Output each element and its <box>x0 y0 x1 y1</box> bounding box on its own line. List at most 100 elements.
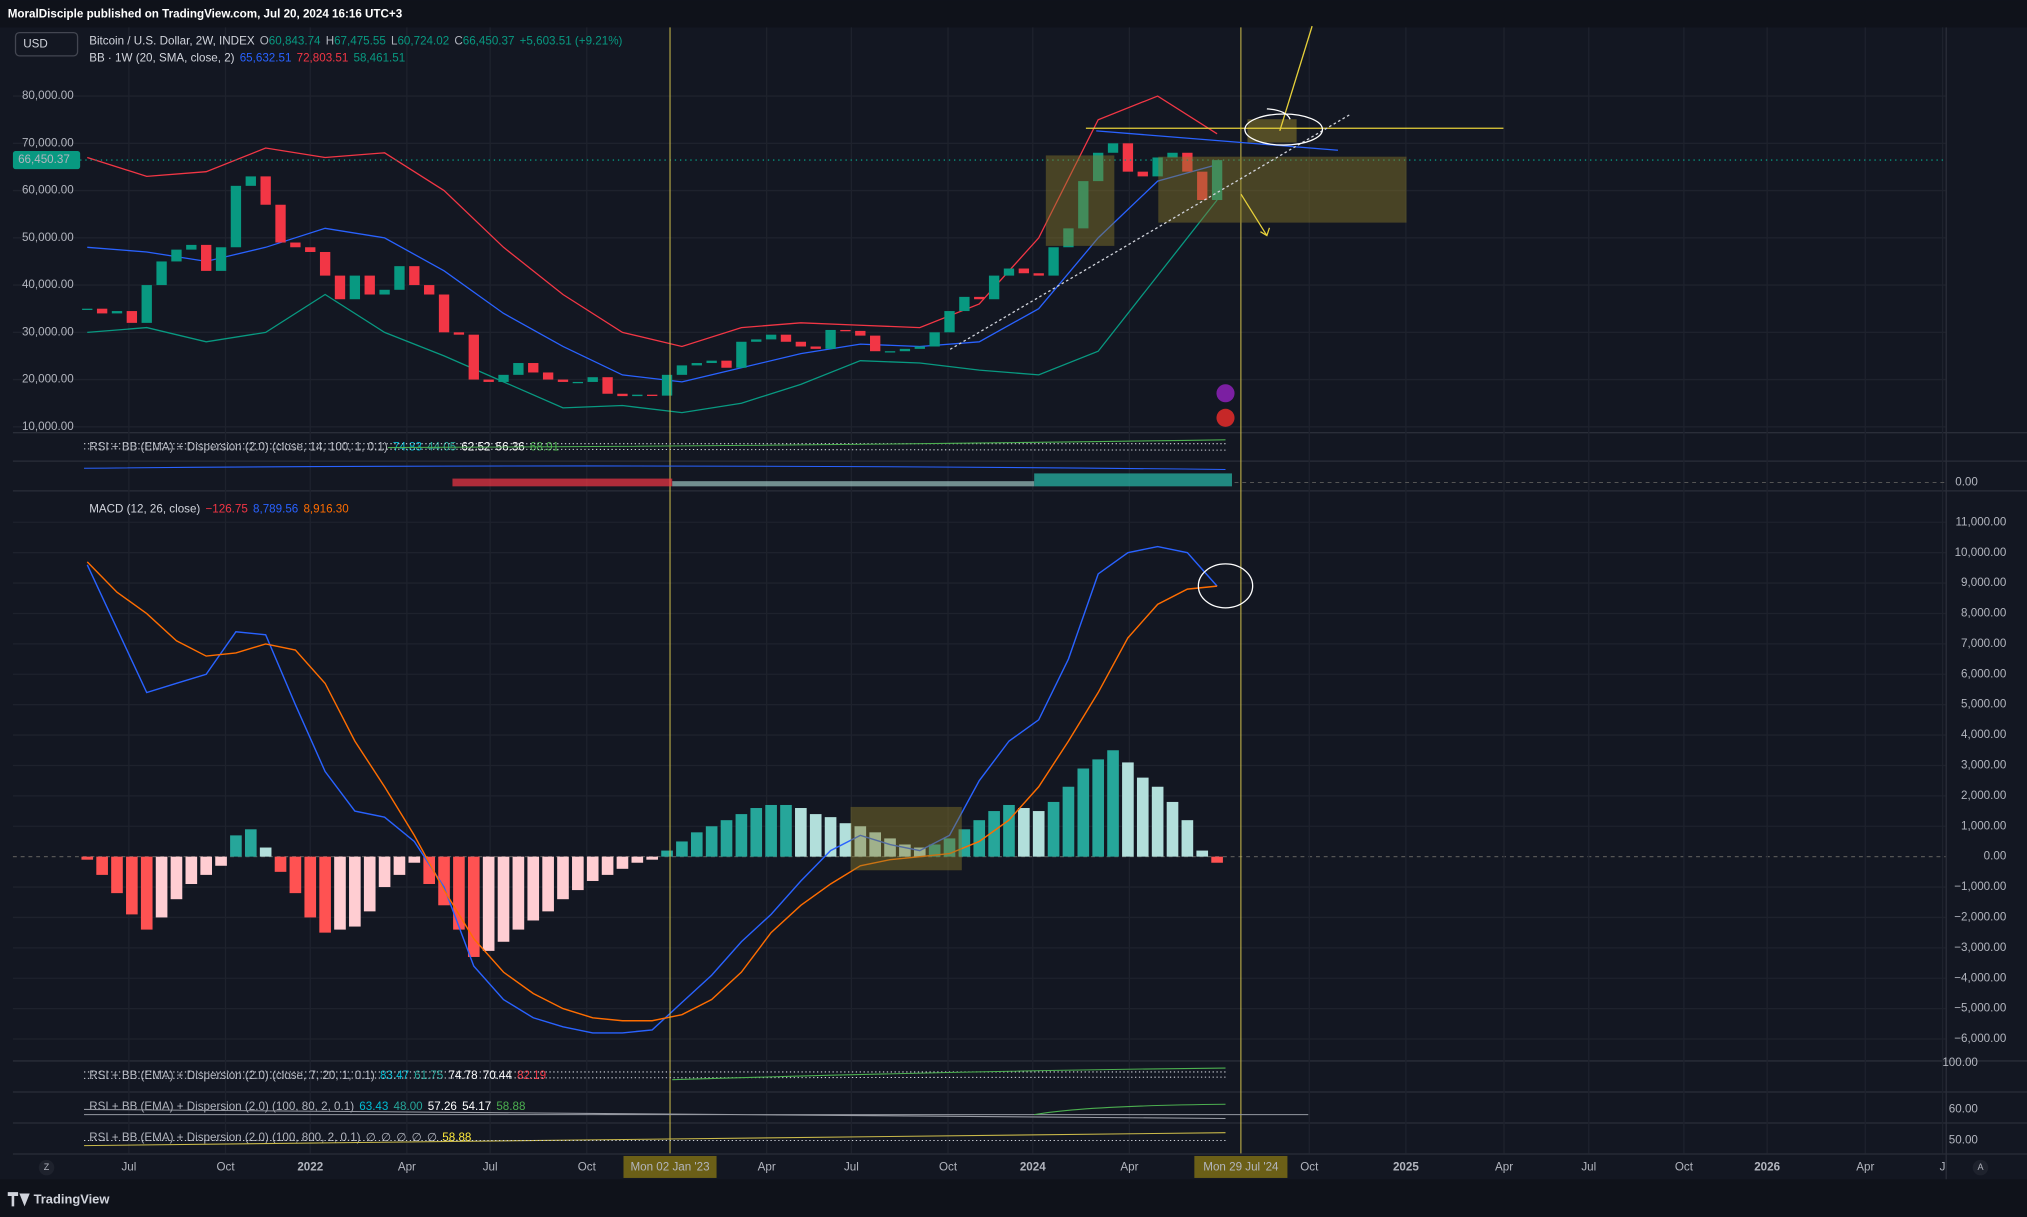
histogram-bar <box>1136 777 1149 857</box>
histogram-bar <box>616 856 629 869</box>
button[interactable] <box>38 1159 55 1176</box>
highlight-circle <box>1244 113 1324 146</box>
legend-value: 58.88 <box>496 1100 525 1113</box>
x-tick-label: Jul <box>844 1161 859 1174</box>
histogram-bar <box>988 811 1000 857</box>
histogram-bar <box>96 856 108 875</box>
histogram-bar <box>750 808 763 857</box>
legend-value: H <box>326 35 334 48</box>
currency-button[interactable] <box>14 31 79 57</box>
histogram-bar <box>958 829 971 857</box>
legend-value: ∅ <box>412 1131 422 1144</box>
y-tick-label: 10,000.00 <box>1955 546 2007 559</box>
legend-value: MACD (12, 26, close) <box>89 503 200 516</box>
histogram-bar <box>1196 850 1209 857</box>
layers: 10,000.00 20,000.00 30,000.00 40,000.00 50,0… <box>12 27 2007 1178</box>
x-tick-label: Jul <box>1581 1161 1596 1174</box>
histogram-bar <box>1062 786 1075 857</box>
candle <box>587 377 598 382</box>
candle <box>1003 268 1015 276</box>
legend-value: 60,724.02 <box>397 35 449 48</box>
candle <box>751 339 762 342</box>
histogram-bar <box>690 832 703 857</box>
candle <box>424 285 435 295</box>
histogram-bar <box>334 856 346 930</box>
zone-box <box>850 806 962 871</box>
histogram-bar <box>913 847 926 857</box>
candle <box>186 244 197 250</box>
strip-line <box>84 1132 1226 1147</box>
candle <box>1018 268 1030 274</box>
candle <box>855 330 866 336</box>
histogram-bar <box>1003 804 1015 857</box>
zone-box <box>1158 156 1407 223</box>
histogram-bar <box>869 832 881 857</box>
histogram-bar <box>408 856 421 863</box>
candle <box>944 311 955 333</box>
candle <box>364 275 375 295</box>
legend-value: ∅ <box>396 1131 406 1144</box>
histogram-bar <box>363 856 376 912</box>
histogram-bar <box>170 856 183 900</box>
candle <box>468 334 479 380</box>
histogram-bar <box>81 856 94 860</box>
histogram-bar <box>378 856 391 888</box>
legend-value: 60,843.74 <box>269 35 321 48</box>
bollinger-band <box>87 163 1218 383</box>
candle <box>245 176 256 186</box>
candle <box>1078 181 1089 229</box>
candle <box>1182 152 1193 172</box>
histogram-bar <box>274 856 287 872</box>
drawings <box>850 25 1504 871</box>
histogram-bar <box>646 856 658 860</box>
legend-value: 70.44 <box>483 1069 513 1082</box>
histogram-bar <box>289 856 302 894</box>
histogram-bar <box>304 856 317 918</box>
y-tick-label: 7,000.00 <box>1961 637 2007 650</box>
date-label: Mon 02 Jan '23 <box>630 1161 709 1174</box>
legend-value: 66,450.37 <box>463 35 515 48</box>
candle <box>765 334 777 340</box>
last-price-badge <box>12 151 81 170</box>
candle <box>676 365 688 375</box>
histogram-bar <box>349 856 361 927</box>
y-tick-label: 80,000.00 <box>22 89 74 102</box>
event-icon[interactable] <box>1216 408 1235 427</box>
candle <box>1122 143 1134 172</box>
histogram-bar <box>720 820 733 857</box>
y-tick-label: 6,000.00 <box>1961 667 2007 680</box>
candle <box>394 266 405 290</box>
y-tick-label: 4,000.00 <box>1961 728 2007 741</box>
button-label: A <box>1977 1162 1983 1172</box>
legend-value: 83.47 <box>380 1069 409 1082</box>
candle <box>215 247 227 271</box>
event-icon[interactable] <box>1216 384 1235 403</box>
candle <box>959 296 970 312</box>
candle <box>275 204 286 243</box>
legend-value: 63.43 <box>359 1100 388 1113</box>
y-tick-label: −5,000.00 <box>1954 1002 2007 1015</box>
strip-line <box>387 439 1226 449</box>
x-tick-label: 2024 <box>1020 1161 1046 1174</box>
candle <box>557 379 569 382</box>
x-tick-label: Apr <box>1120 1161 1138 1174</box>
candle <box>82 308 93 310</box>
histogram-bar <box>438 856 450 906</box>
indicator-strip-lines <box>84 439 1946 1147</box>
candle <box>305 247 316 252</box>
button[interactable] <box>1972 1159 1989 1176</box>
axis-note: 100.00 <box>1942 1056 1978 1069</box>
legend-value: 48.00 <box>394 1100 424 1113</box>
legend-value: 57.26 <box>428 1100 457 1113</box>
legend-value: 8,789.56 <box>253 503 298 516</box>
candle <box>1137 171 1148 177</box>
date-badge <box>623 1155 717 1178</box>
legend-value: RSI + BB (EMA) + Dispersion (2.0) (close… <box>89 441 388 454</box>
histogram-bar <box>512 856 525 930</box>
zone-box <box>1247 119 1297 143</box>
candle <box>141 285 152 323</box>
candle <box>602 377 613 394</box>
y-tick-label: 5,000.00 <box>1961 698 2007 711</box>
histogram-bar <box>735 814 748 857</box>
